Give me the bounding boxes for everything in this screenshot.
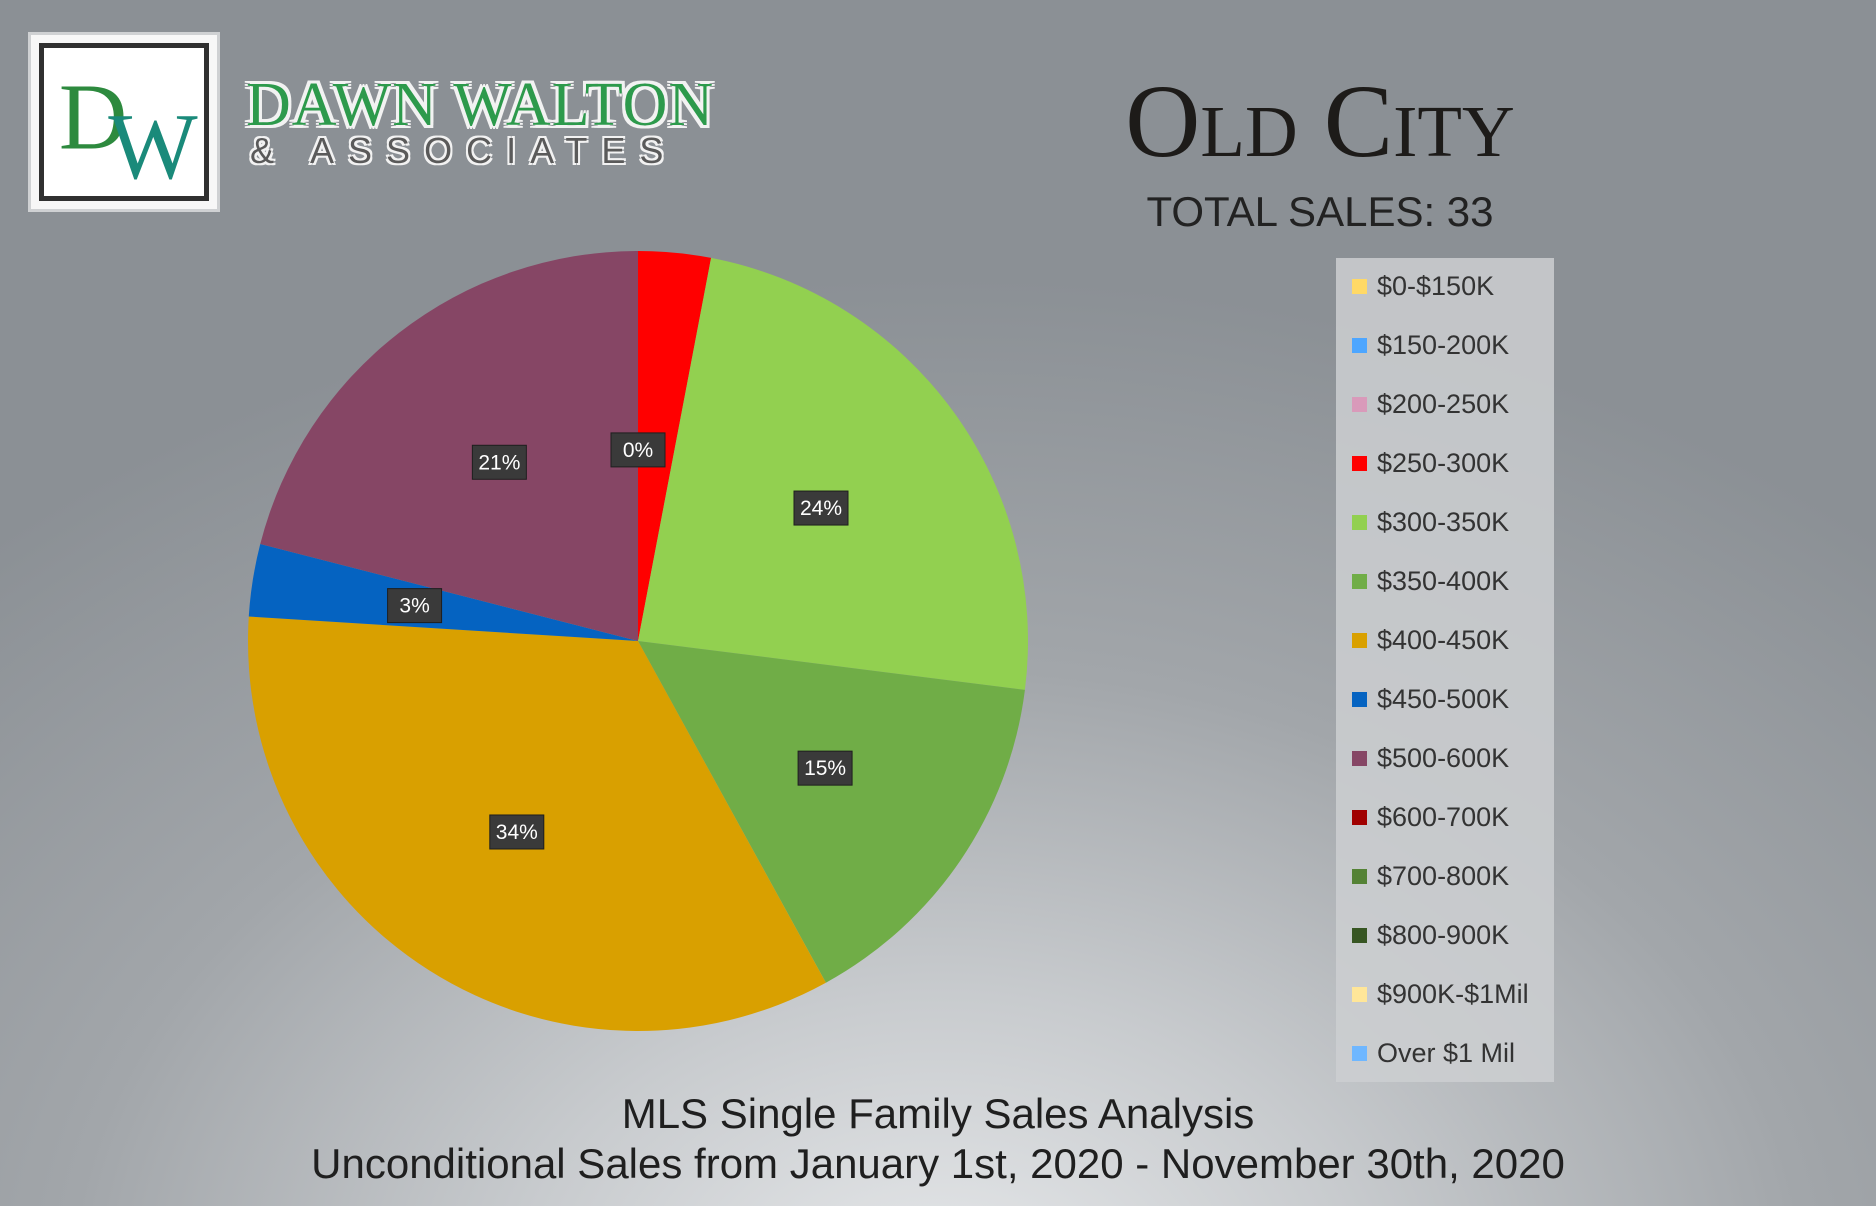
brand-name: DAWN WALTON xyxy=(246,71,715,139)
legend-label: $150-200K xyxy=(1377,329,1510,360)
data-label-450-500k: 3% xyxy=(387,588,443,624)
data-label-500-600k: 21% xyxy=(471,444,527,480)
legend-swatch xyxy=(1352,809,1367,825)
data-label-text: 15% xyxy=(804,757,846,780)
logo: D W xyxy=(28,32,220,212)
legend-item-450-500k: $450-500K xyxy=(1352,684,1509,714)
legend-item-400-450k: $400-450K xyxy=(1352,625,1509,655)
total-sales: TOTAL SALES: 33 xyxy=(1146,188,1494,235)
legend-label: $0-$150K xyxy=(1377,270,1495,301)
legend-swatch xyxy=(1352,573,1367,589)
data-label-box xyxy=(793,490,849,526)
pie-data-labels: 0% 24% 15% 34% 3% 21% xyxy=(387,432,853,850)
pie-slice-250-300k xyxy=(638,251,712,641)
legend-item-150-200k: $150-200K xyxy=(1352,330,1509,360)
legend-swatch xyxy=(1352,337,1367,353)
data-label-box xyxy=(471,444,527,480)
legend-item-350-400k: $350-400K xyxy=(1352,566,1509,596)
legend-label: $500-600K xyxy=(1377,742,1510,773)
legend-swatch xyxy=(1352,927,1367,943)
data-label-350-400k: 15% xyxy=(797,750,853,786)
pie-slice-500-600k xyxy=(260,251,638,641)
legend-swatch xyxy=(1352,986,1367,1002)
data-label-text: 3% xyxy=(399,595,429,618)
legend-item-900k-1mil: $900K-$1Mil xyxy=(1352,979,1529,1009)
legend-item-0-150k: $0-$150K xyxy=(1352,271,1494,301)
data-label-text: 24% xyxy=(800,497,842,520)
pie-slices xyxy=(248,251,1028,1031)
legend-label: $400-450K xyxy=(1377,624,1510,655)
footer-subtitle: Unconditional Sales from January 1st, 20… xyxy=(311,1140,1565,1187)
legend-item-700-800k: $700-800K xyxy=(1352,861,1509,891)
data-label-box xyxy=(387,588,443,624)
data-label-text: 34% xyxy=(496,821,538,844)
legend-swatch xyxy=(1352,691,1367,707)
logo-letter-w: W xyxy=(108,95,198,196)
legend-swatch xyxy=(1352,868,1367,884)
page-title: Old City xyxy=(1125,64,1515,179)
legend-swatch xyxy=(1352,1045,1367,1061)
logo-letter-d: D xyxy=(59,66,127,170)
legend-swatch xyxy=(1352,632,1367,648)
legend-label: Over $1 Mil xyxy=(1377,1037,1516,1068)
brand-tagline: & ASSOCIATES xyxy=(250,130,678,171)
footer-title: MLS Single Family Sales Analysis xyxy=(621,1090,1255,1137)
dw-monogram-icon: D W xyxy=(59,66,198,196)
legend-swatch xyxy=(1352,514,1367,530)
legend-label: $250-300K xyxy=(1377,447,1510,478)
legend-label: $200-250K xyxy=(1377,388,1510,419)
legend-item-250-300k: $250-300K xyxy=(1352,448,1509,478)
legend-item-600-700k: $600-700K xyxy=(1352,802,1509,832)
legend-label: $900K-$1Mil xyxy=(1377,978,1529,1009)
pie-slice-300-350k xyxy=(638,257,1028,690)
legend-label: $700-800K xyxy=(1377,860,1510,891)
legend-label: $300-350K xyxy=(1377,506,1510,537)
legend-swatch xyxy=(1352,455,1367,471)
legend-swatch xyxy=(1352,278,1367,294)
legend-swatch xyxy=(1352,750,1367,766)
data-label-box xyxy=(797,750,853,786)
data-label-text: 21% xyxy=(478,451,520,474)
legend-item-300-350k: $300-350K xyxy=(1352,507,1509,537)
data-label-box xyxy=(489,814,545,850)
legend-label: $800-900K xyxy=(1377,919,1510,950)
legend-item-500-600k: $500-600K xyxy=(1352,743,1509,773)
legend-label: $450-500K xyxy=(1377,683,1510,714)
legend-label: $350-400K xyxy=(1377,565,1510,596)
data-label-box xyxy=(610,432,666,468)
data-label-text: 0% xyxy=(623,439,653,462)
legend-item-800-900k: $800-900K xyxy=(1352,920,1509,950)
data-label-300-350k: 24% xyxy=(793,490,849,526)
chart-legend: $0-$150K $150-200K $200-250K $250-300K $300-… xyxy=(1336,258,1554,1082)
data-label-400-450k: 34% xyxy=(489,814,545,850)
legend-swatch xyxy=(1352,396,1367,412)
pie-slice-350-400k xyxy=(638,641,1025,983)
legend-item-over-1-mil: Over $1 Mil xyxy=(1352,1038,1515,1068)
pie-slice-450-500k xyxy=(248,544,638,641)
legend-label: $600-700K xyxy=(1377,801,1510,832)
legend-item-200-250k: $200-250K xyxy=(1352,389,1509,419)
data-label-200-250k: 0% xyxy=(610,432,666,468)
